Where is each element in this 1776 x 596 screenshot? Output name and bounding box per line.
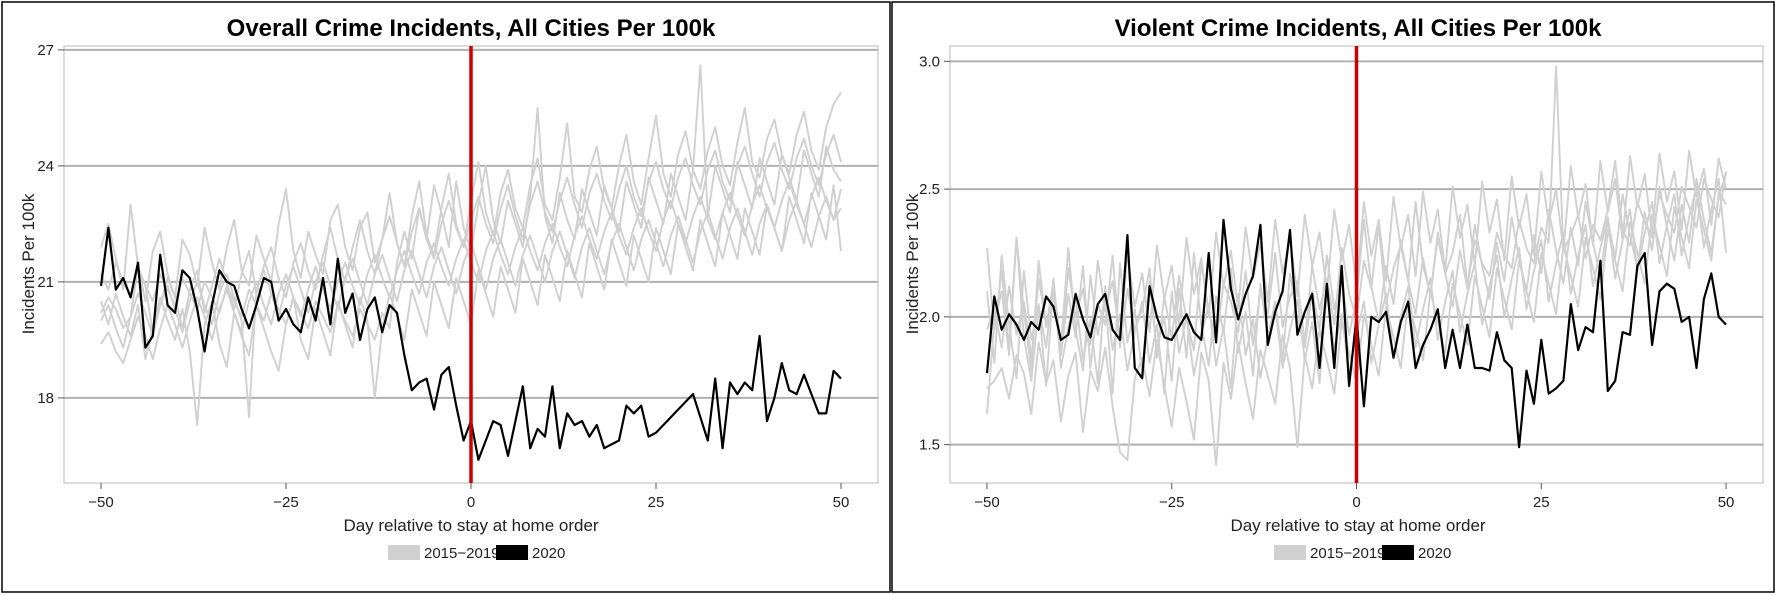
x-tick-label: −25 (273, 494, 298, 511)
overall-crime-panel: Overall Crime Incidents, All Cities Per … (1, 1, 891, 593)
x-tick-label: 50 (833, 494, 850, 511)
legend: 2015−2019 2020 (1274, 545, 1451, 562)
y-tick-label: 24 (37, 158, 54, 175)
y-axis-label: Incidents Per 100k (903, 193, 922, 334)
legend-label-2015-2019: 2015−2019 (424, 545, 500, 562)
x-tick-label: 50 (1718, 494, 1735, 511)
x-tick-label: 25 (1533, 494, 1550, 511)
chart-title: Overall Crime Incidents, All Cities Per … (227, 15, 716, 42)
panel-frame (1, 1, 891, 593)
y-tick-label: 27 (37, 42, 54, 59)
violent-crime-panel: Violent Crime Incidents, All Cities Per … (891, 1, 1775, 593)
x-tick-label: 0 (467, 494, 475, 511)
legend-label-2015-2019: 2015−2019 (1310, 545, 1386, 562)
y-tick-label: 2.5 (919, 181, 940, 198)
x-tick-label: −25 (1159, 494, 1184, 511)
legend-swatch-2020 (1382, 545, 1414, 560)
y-tick-label: 18 (37, 390, 54, 407)
y-tick-label: 2.0 (919, 309, 940, 326)
y-tick-label: 21 (37, 274, 54, 291)
x-tick-label: −50 (974, 494, 999, 511)
x-axis-label: Day relative to stay at home order (343, 516, 598, 535)
legend-swatch-2020 (496, 545, 528, 560)
legend-label-2020: 2020 (1418, 545, 1451, 562)
legend-swatch-2015-2019 (388, 545, 420, 560)
x-tick-label: 0 (1352, 494, 1360, 511)
axis-ticks: −50 −25 0 25 50 18 21 24 27 (37, 42, 849, 511)
x-tick-label: 25 (648, 494, 665, 511)
legend-swatch-2015-2019 (1274, 545, 1306, 560)
x-axis-label: Day relative to stay at home order (1230, 516, 1485, 535)
chart-title: Violent Crime Incidents, All Cities Per … (1115, 15, 1602, 42)
legend: 2015−2019 2020 (388, 545, 565, 562)
legend-label-2020: 2020 (532, 545, 565, 562)
axis-ticks: −50 −25 0 25 50 1.5 2.0 2.5 3.0 (919, 53, 1734, 511)
x-tick-label: −50 (88, 494, 113, 511)
y-axis-label: Incidents Per 100k (19, 193, 38, 334)
y-tick-label: 3.0 (919, 53, 940, 70)
y-tick-label: 1.5 (919, 437, 940, 454)
